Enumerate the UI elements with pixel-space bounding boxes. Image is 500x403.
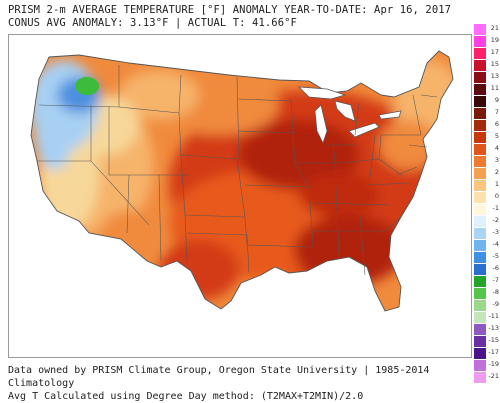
legend-swatch <box>474 228 486 240</box>
legend-swatch <box>474 120 486 132</box>
legend-label: -17 <box>488 348 499 356</box>
legend-label: -13 <box>488 324 499 332</box>
legend-swatch <box>474 360 486 372</box>
legend-label: 19 <box>490 36 499 44</box>
legend-swatch <box>474 372 486 384</box>
map-footer: Data owned by PRISM Climate Group, Orego… <box>8 364 500 403</box>
legend-label: -11 <box>488 312 499 320</box>
legend-swatch <box>474 36 486 48</box>
legend-label: 11 <box>490 84 499 92</box>
state-borders <box>37 65 438 276</box>
legend-label: -21 <box>488 372 499 380</box>
anomaly-map <box>8 34 472 358</box>
legend-swatch <box>474 96 486 108</box>
legend-swatch <box>474 324 486 336</box>
cold-spot <box>75 77 99 95</box>
legend-swatch <box>474 156 486 168</box>
legend-label: 0 <box>494 192 499 200</box>
legend-swatch <box>474 264 486 276</box>
legend-label: 1 <box>494 180 499 188</box>
legend-label: -19 <box>488 360 499 368</box>
legend-swatch <box>474 192 486 204</box>
map-subtitle: CONUS AVG ANOMALY: 3.13°F | ACTUAL T: 41… <box>8 17 297 29</box>
legend-label: 6 <box>494 120 499 128</box>
legend-label: 15 <box>490 60 499 68</box>
legend-label: 7 <box>494 108 499 116</box>
legend-swatch <box>474 276 486 288</box>
legend-label: -3 <box>492 228 499 236</box>
legend-swatch <box>474 72 486 84</box>
legend-swatch <box>474 240 486 252</box>
legend-swatch <box>474 288 486 300</box>
legend-swatch <box>474 336 486 348</box>
legend-swatch <box>474 60 486 72</box>
legend-label: -7 <box>492 276 499 284</box>
conus-map-svg <box>30 50 454 312</box>
great-lakes <box>298 86 402 144</box>
legend-swatch <box>474 180 486 192</box>
map-header: PRISM 2-m AVERAGE TEMPERATURE [°F] ANOMA… <box>8 4 451 30</box>
legend-swatch <box>474 108 486 120</box>
legend-swatch <box>474 24 486 36</box>
legend-label: 3 <box>494 156 499 164</box>
legend-label: -4 <box>492 240 499 248</box>
us-outline <box>30 50 454 312</box>
legend-label: -5 <box>492 252 499 260</box>
map-title: PRISM 2-m AVERAGE TEMPERATURE [°F] ANOMA… <box>8 4 452 16</box>
legend-label: -15 <box>488 336 499 344</box>
legend-swatch <box>474 312 486 324</box>
legend-label: 9 <box>494 96 499 104</box>
legend-label: -9 <box>492 300 499 308</box>
legend-swatch <box>474 216 486 228</box>
legend-swatch <box>474 144 486 156</box>
legend-swatch <box>474 132 486 144</box>
legend-label: 17 <box>490 48 499 56</box>
legend-label: -6 <box>492 264 499 272</box>
legend-swatch <box>474 168 486 180</box>
legend-swatch <box>474 252 486 264</box>
legend-label: 4 <box>494 144 499 152</box>
legend-swatch <box>474 48 486 60</box>
footer-method: Avg T Calculated using Degree Day method… <box>8 391 364 402</box>
legend-label: 21 <box>490 24 499 32</box>
legend-swatch <box>474 348 486 360</box>
footer-credit: Data owned by PRISM Climate Group, Orego… <box>8 365 430 389</box>
color-legend: 21 19 17 15 13 11 9 7 6 5 4 3 2 1 0 -1 -2 -3 -4 -5 -6 -7 -8 -9-… <box>474 24 499 396</box>
legend-label: 5 <box>494 132 499 140</box>
legend-label: -8 <box>492 288 499 296</box>
legend-label: 13 <box>490 72 499 80</box>
legend-swatch <box>474 204 486 216</box>
legend-swatch <box>474 300 486 312</box>
land-shading <box>31 51 453 311</box>
legend-label: -1 <box>492 204 499 212</box>
legend-swatch <box>474 84 486 96</box>
legend-label: 2 <box>494 168 499 176</box>
legend-label: -2 <box>492 216 499 224</box>
